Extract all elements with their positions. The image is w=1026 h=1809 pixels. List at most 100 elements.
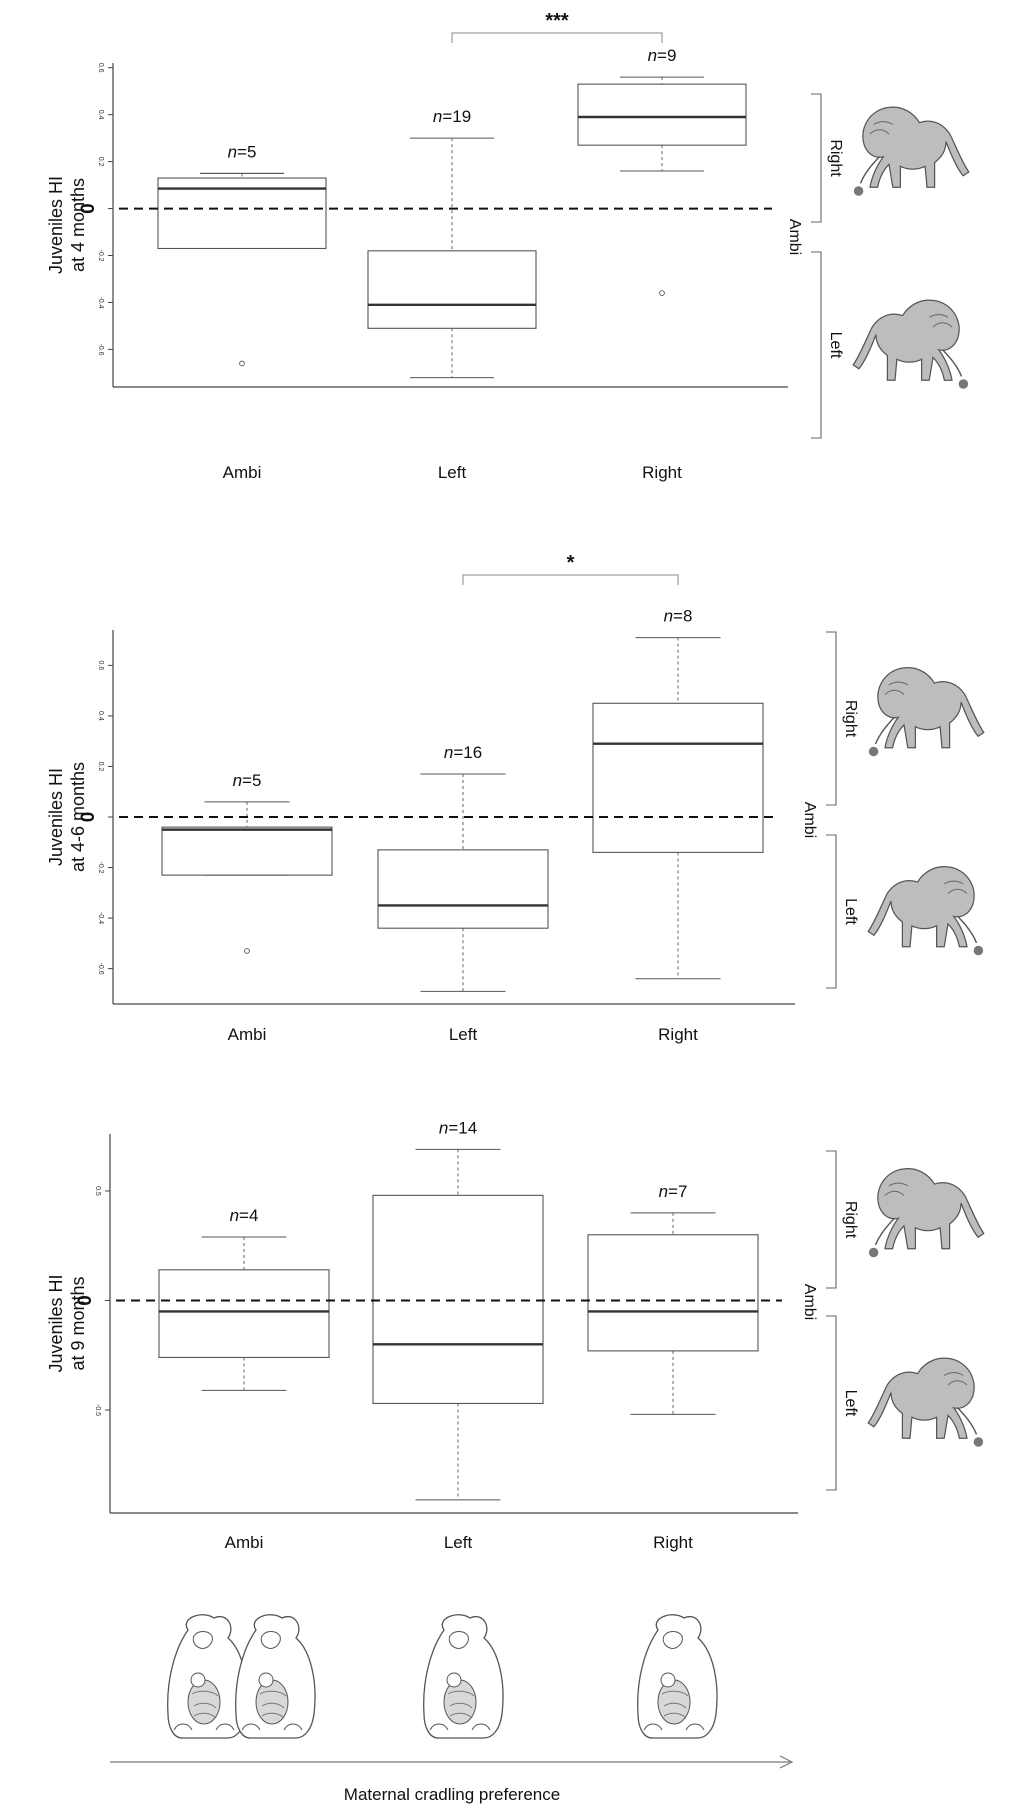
brace-right-hand	[826, 1150, 837, 1289]
x-category-label: Right	[653, 1533, 693, 1552]
monkey-reaching-right-icon	[853, 106, 970, 197]
n-value: =14	[448, 1118, 477, 1137]
y-tick-label: 0.6	[97, 63, 104, 73]
n-symbol: n	[659, 1182, 668, 1201]
n-symbol: n	[648, 46, 657, 65]
x-category-label: Left	[444, 1533, 473, 1552]
y-axis-title-line: at 4 months	[68, 178, 88, 272]
x-category-label: Left	[449, 1025, 478, 1044]
box-right: n=9	[577, 46, 747, 296]
box-rect	[367, 250, 537, 329]
y-zero-label: 0	[75, 1295, 96, 1306]
box-rect	[158, 1269, 330, 1359]
side-label-ambi: Ambi	[786, 219, 803, 255]
y-tick-label: -0.4	[97, 296, 104, 308]
n-value: =8	[673, 607, 692, 626]
side-label-right: Right	[842, 700, 859, 738]
n-symbol: n	[230, 1206, 239, 1225]
mother-cradling-infant-icon	[235, 1614, 316, 1739]
y-tick-label: 0.5	[94, 1186, 101, 1196]
box-left: n=14	[372, 1118, 544, 1501]
monkey-reaching-right-icon	[868, 1167, 985, 1258]
n-value: =4	[239, 1206, 258, 1225]
mother-cradling-infant-icon	[167, 1614, 248, 1739]
significance-stars: ***	[545, 10, 569, 32]
x-category-label: Ambi	[225, 1533, 264, 1552]
n-symbol: n	[228, 142, 237, 161]
box-rect	[372, 1194, 544, 1405]
box-rect	[577, 83, 747, 146]
y-axis-title-line: at 4-6 months	[68, 762, 88, 872]
mother-icons-row	[167, 1614, 718, 1739]
n-value: =9	[657, 46, 676, 65]
y-tick-label: -0.2	[97, 249, 104, 261]
box-rect	[587, 1234, 759, 1352]
y-tick-label: 0.6	[97, 661, 104, 671]
x-category-label: Ambi	[223, 463, 262, 482]
y-tick-label: 0.2	[97, 762, 104, 772]
y-tick-label: 0.2	[97, 157, 104, 167]
n-label: n=5	[233, 771, 262, 790]
significance-stars: *	[567, 552, 575, 574]
n-label: n=16	[444, 743, 482, 762]
n-label: n=9	[648, 46, 677, 65]
x-arrow-head	[779, 1755, 794, 1769]
brace-left-hand	[811, 251, 822, 439]
side-label-left: Left	[842, 898, 859, 925]
box-right: n=8	[592, 607, 764, 980]
y-tick-label: -0.4	[97, 912, 104, 924]
outlier-point	[659, 290, 665, 296]
y-axis-title: Juveniles HI at 9 months	[46, 1274, 88, 1372]
box-ambi: n=5	[161, 771, 333, 954]
n-label: n=19	[433, 107, 471, 126]
n-label: n=8	[664, 607, 693, 626]
mother-cradling-infant-icon	[637, 1614, 718, 1739]
y-axis-title-line: Juveniles HI	[46, 1274, 66, 1372]
side-label-ambi: Ambi	[801, 1284, 818, 1320]
monkey-reaching-left-icon	[867, 865, 984, 956]
y-zero-label: 0	[78, 203, 99, 214]
y-tick-label: 0.4	[97, 711, 104, 721]
outlier-point	[239, 360, 245, 367]
n-symbol: n	[233, 771, 242, 790]
n-value: =5	[242, 771, 261, 790]
significance-bracket	[451, 32, 663, 43]
box-ambi: n=5	[157, 142, 327, 367]
x-category-label: Ambi	[228, 1025, 267, 1044]
x-axis-title: Maternal cradling preference	[344, 1785, 560, 1804]
box-rect	[377, 849, 549, 929]
side-label-right: Right	[842, 1201, 859, 1239]
box-ambi: n=4	[158, 1206, 330, 1391]
n-label: n=4	[230, 1206, 259, 1225]
box-left: n=19	[367, 107, 537, 379]
y-tick-label: -0.6	[97, 963, 104, 975]
y-tick-label: 0.4	[97, 110, 104, 120]
x-category-label: Left	[438, 463, 467, 482]
y-axis-title: Juveniles HI at 4-6 months	[46, 762, 88, 872]
brace-right-hand	[811, 93, 822, 223]
n-value: =19	[442, 107, 471, 126]
box-rect	[161, 826, 333, 876]
side-label-right: Right	[827, 139, 844, 177]
n-value: =16	[453, 743, 482, 762]
n-label: n=14	[439, 1118, 477, 1137]
y-axis-title-line: Juveniles HI	[46, 768, 66, 866]
y-zero-label: 0	[78, 812, 99, 823]
brace-left-hand	[826, 1315, 837, 1491]
y-axis-title: Juveniles HI at 4 months	[46, 176, 88, 274]
y-tick-label: -0.6	[97, 343, 104, 355]
y-axis-title-line: at 9 months	[68, 1276, 88, 1370]
n-value: =5	[237, 142, 256, 161]
side-label-left: Left	[827, 332, 844, 359]
x-category-label: Right	[658, 1025, 698, 1044]
n-label: n=7	[659, 1182, 688, 1201]
n-value: =7	[668, 1182, 687, 1201]
y-axis-title-line: Juveniles HI	[46, 176, 66, 274]
outlier-point	[244, 948, 250, 954]
mother-cradling-infant-icon	[423, 1614, 504, 1739]
x-category-label: Right	[642, 463, 682, 482]
box-left: n=16	[377, 743, 549, 992]
